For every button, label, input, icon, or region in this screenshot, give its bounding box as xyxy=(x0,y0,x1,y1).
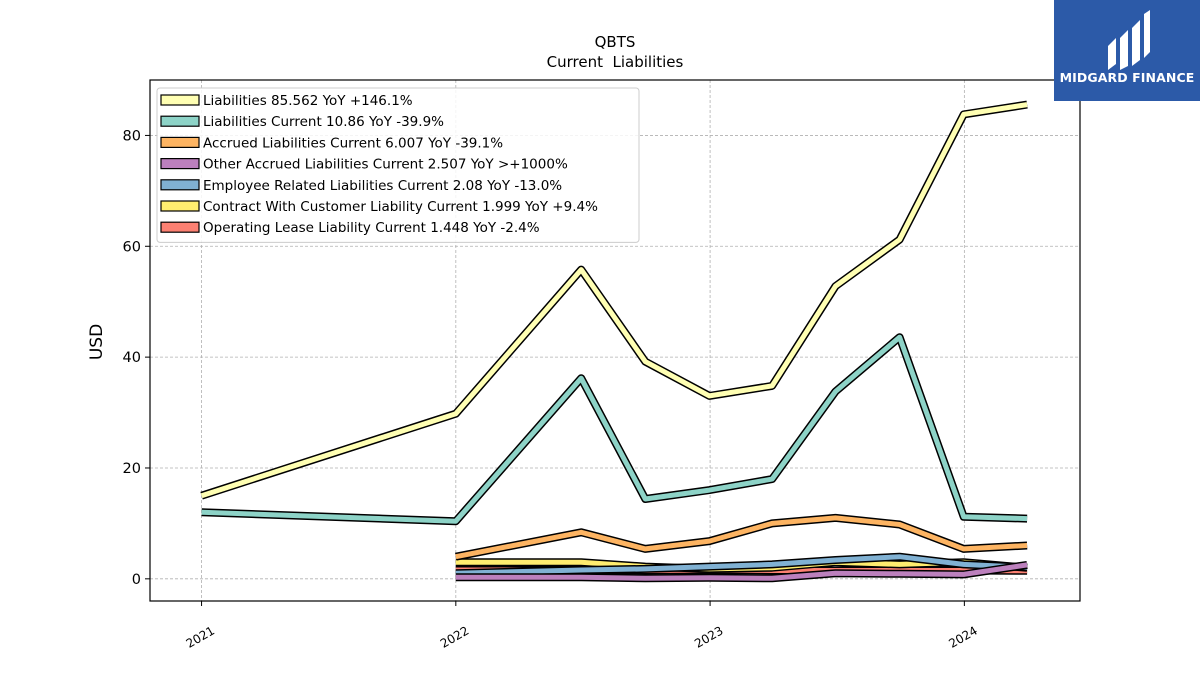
x-tick-label: 2024 xyxy=(946,623,979,650)
x-tick-label: 2023 xyxy=(692,623,725,650)
chart-subtitle: Current Liabilities xyxy=(547,53,684,71)
legend-entry: Employee Related Liabilities Current 2.0… xyxy=(203,178,562,194)
series-line xyxy=(202,337,1028,521)
series-liabilities-current xyxy=(202,337,1028,521)
legend-entry: Other Accrued Liabilities Current 2.507 … xyxy=(203,157,568,173)
legend-swatch xyxy=(161,201,199,211)
legend-swatch xyxy=(161,180,199,190)
legend-entry: Liabilities 85.562 YoY +146.1% xyxy=(203,93,413,109)
y-tick-label: 60 xyxy=(123,239,141,255)
series-outline xyxy=(456,518,1027,557)
brand-logo: MIDGARD FINANCE xyxy=(1054,0,1200,101)
brand-mark-icon xyxy=(1098,8,1156,72)
legend-swatch xyxy=(161,116,199,126)
y-axis-label: USD xyxy=(87,324,107,360)
legend-swatch xyxy=(161,137,199,147)
y-tick-label: 80 xyxy=(123,128,141,144)
legend-entry: Accrued Liabilities Current 6.007 YoY -3… xyxy=(203,135,503,151)
legend-entry: Contract With Customer Liability Current… xyxy=(203,199,598,215)
legend-entry: Liabilities Current 10.86 YoY -39.9% xyxy=(203,114,444,130)
chart-title: QBTS xyxy=(595,33,636,51)
series-accrued-liabilities-current xyxy=(456,518,1027,557)
legend-entry: Operating Lease Liability Current 1.448 … xyxy=(203,220,540,236)
x-tick-label: 2021 xyxy=(184,623,217,650)
series-outline xyxy=(202,337,1028,521)
legend-swatch xyxy=(161,95,199,105)
legend-swatch xyxy=(161,222,199,232)
legend: Liabilities 85.562 YoY +146.1% Liabilitie… xyxy=(157,88,639,242)
x-tick-label: 2022 xyxy=(438,623,471,650)
y-tick-label: 40 xyxy=(123,350,141,366)
y-tick-label: 20 xyxy=(123,461,141,477)
line-chart: QBTS Current Liabilities USD 0 20 40 60 80 20… xyxy=(0,0,1200,675)
legend-swatch xyxy=(161,159,199,169)
y-tick-label: 0 xyxy=(132,572,141,588)
brand-name: MIDGARD FINANCE xyxy=(1054,70,1200,85)
